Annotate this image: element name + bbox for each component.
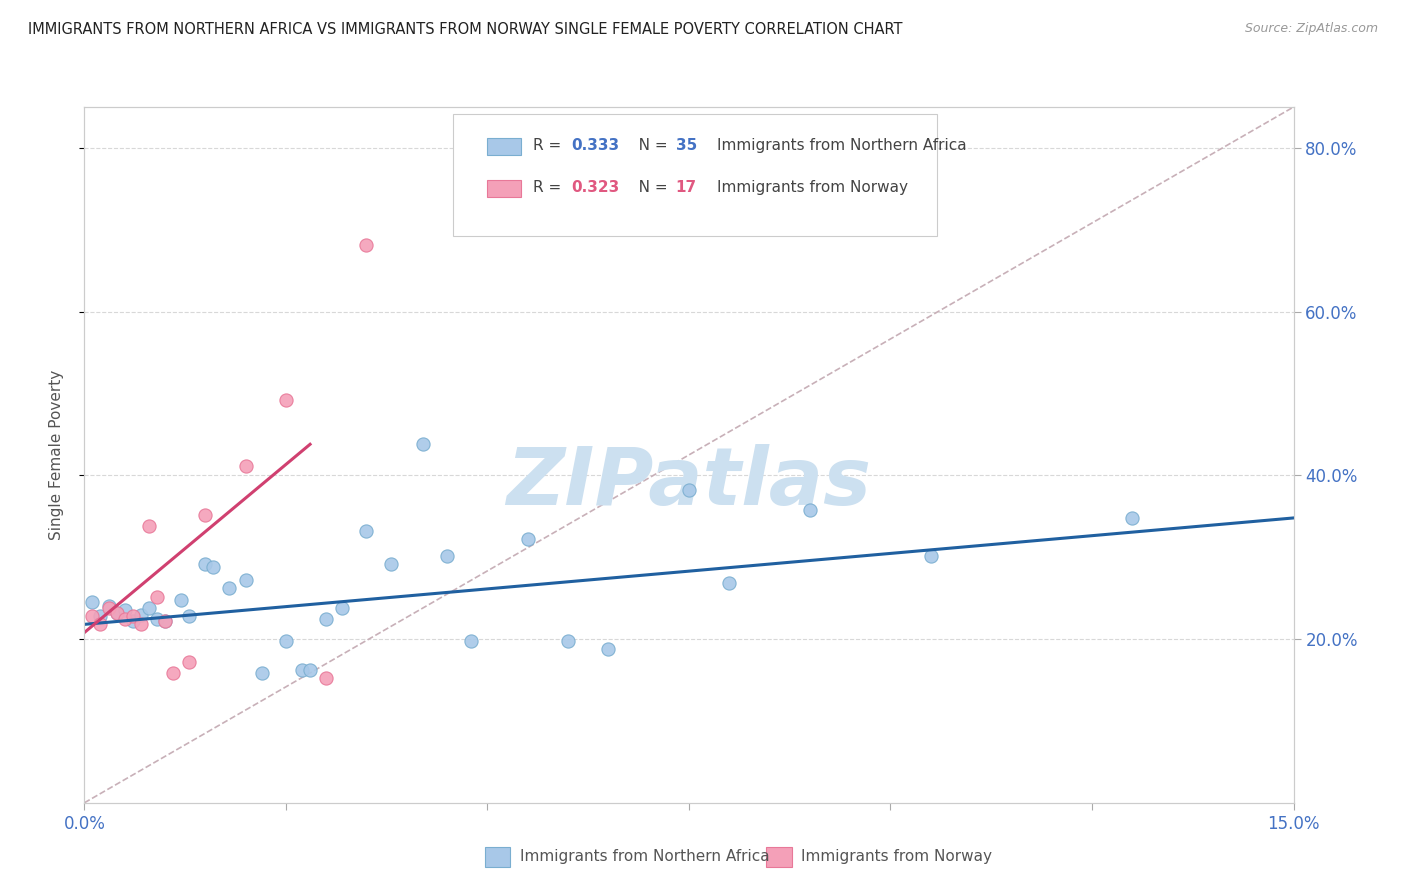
Point xyxy=(460,633,482,648)
Point xyxy=(291,663,314,677)
Point xyxy=(179,609,201,624)
Text: N =: N = xyxy=(624,179,672,194)
Point xyxy=(114,612,136,626)
Point xyxy=(146,590,169,604)
Point xyxy=(799,502,821,516)
Text: 35: 35 xyxy=(676,137,697,153)
Point xyxy=(114,603,136,617)
Point xyxy=(153,614,176,628)
Text: 0.333: 0.333 xyxy=(572,137,620,153)
Point xyxy=(250,666,273,681)
Point xyxy=(153,614,176,628)
Point xyxy=(299,663,322,677)
Y-axis label: Single Female Poverty: Single Female Poverty xyxy=(49,370,63,540)
Point xyxy=(97,599,120,614)
Point xyxy=(380,557,402,571)
Text: Immigrants from Norway: Immigrants from Norway xyxy=(801,849,993,863)
Point xyxy=(330,601,353,615)
Point xyxy=(82,609,104,624)
Text: IMMIGRANTS FROM NORTHERN AFRICA VS IMMIGRANTS FROM NORWAY SINGLE FEMALE POVERTY : IMMIGRANTS FROM NORTHERN AFRICA VS IMMIG… xyxy=(28,22,903,37)
Point xyxy=(1121,511,1143,525)
FancyBboxPatch shape xyxy=(453,114,936,235)
Text: Immigrants from Northern Africa: Immigrants from Northern Africa xyxy=(717,137,966,153)
Point xyxy=(105,606,128,620)
Point xyxy=(129,607,152,622)
Point xyxy=(718,576,741,591)
Point xyxy=(121,614,143,628)
Point xyxy=(315,672,337,686)
Point xyxy=(235,458,257,473)
Text: N =: N = xyxy=(624,137,672,153)
FancyBboxPatch shape xyxy=(486,138,520,155)
Text: ZIPatlas: ZIPatlas xyxy=(506,443,872,522)
Point xyxy=(202,560,225,574)
Point xyxy=(678,483,700,497)
Text: 0.323: 0.323 xyxy=(572,179,620,194)
Point xyxy=(129,617,152,632)
Text: Immigrants from Northern Africa: Immigrants from Northern Africa xyxy=(520,849,770,863)
Text: R =: R = xyxy=(533,179,567,194)
Point xyxy=(89,617,111,632)
Point xyxy=(89,609,111,624)
Text: Immigrants from Norway: Immigrants from Norway xyxy=(717,179,908,194)
Point xyxy=(557,633,579,648)
Point xyxy=(274,633,297,648)
Point xyxy=(436,549,458,563)
Text: R =: R = xyxy=(533,137,567,153)
Point xyxy=(274,393,297,408)
Point xyxy=(315,612,337,626)
Point xyxy=(412,437,434,451)
Point xyxy=(121,609,143,624)
Point xyxy=(138,519,160,533)
Point xyxy=(138,601,160,615)
Point xyxy=(194,557,217,571)
Point xyxy=(179,655,201,669)
Point xyxy=(235,573,257,587)
Point xyxy=(516,533,538,547)
Point xyxy=(97,601,120,615)
Point xyxy=(146,612,169,626)
Point xyxy=(105,606,128,620)
Point xyxy=(920,549,942,563)
Point xyxy=(356,237,378,252)
Point xyxy=(82,595,104,609)
Point xyxy=(218,582,240,596)
Text: Source: ZipAtlas.com: Source: ZipAtlas.com xyxy=(1244,22,1378,36)
Point xyxy=(162,666,184,681)
Point xyxy=(356,524,378,538)
Point xyxy=(194,508,217,522)
Point xyxy=(598,641,620,656)
Point xyxy=(170,592,193,607)
Text: 17: 17 xyxy=(676,179,697,194)
FancyBboxPatch shape xyxy=(486,180,520,197)
